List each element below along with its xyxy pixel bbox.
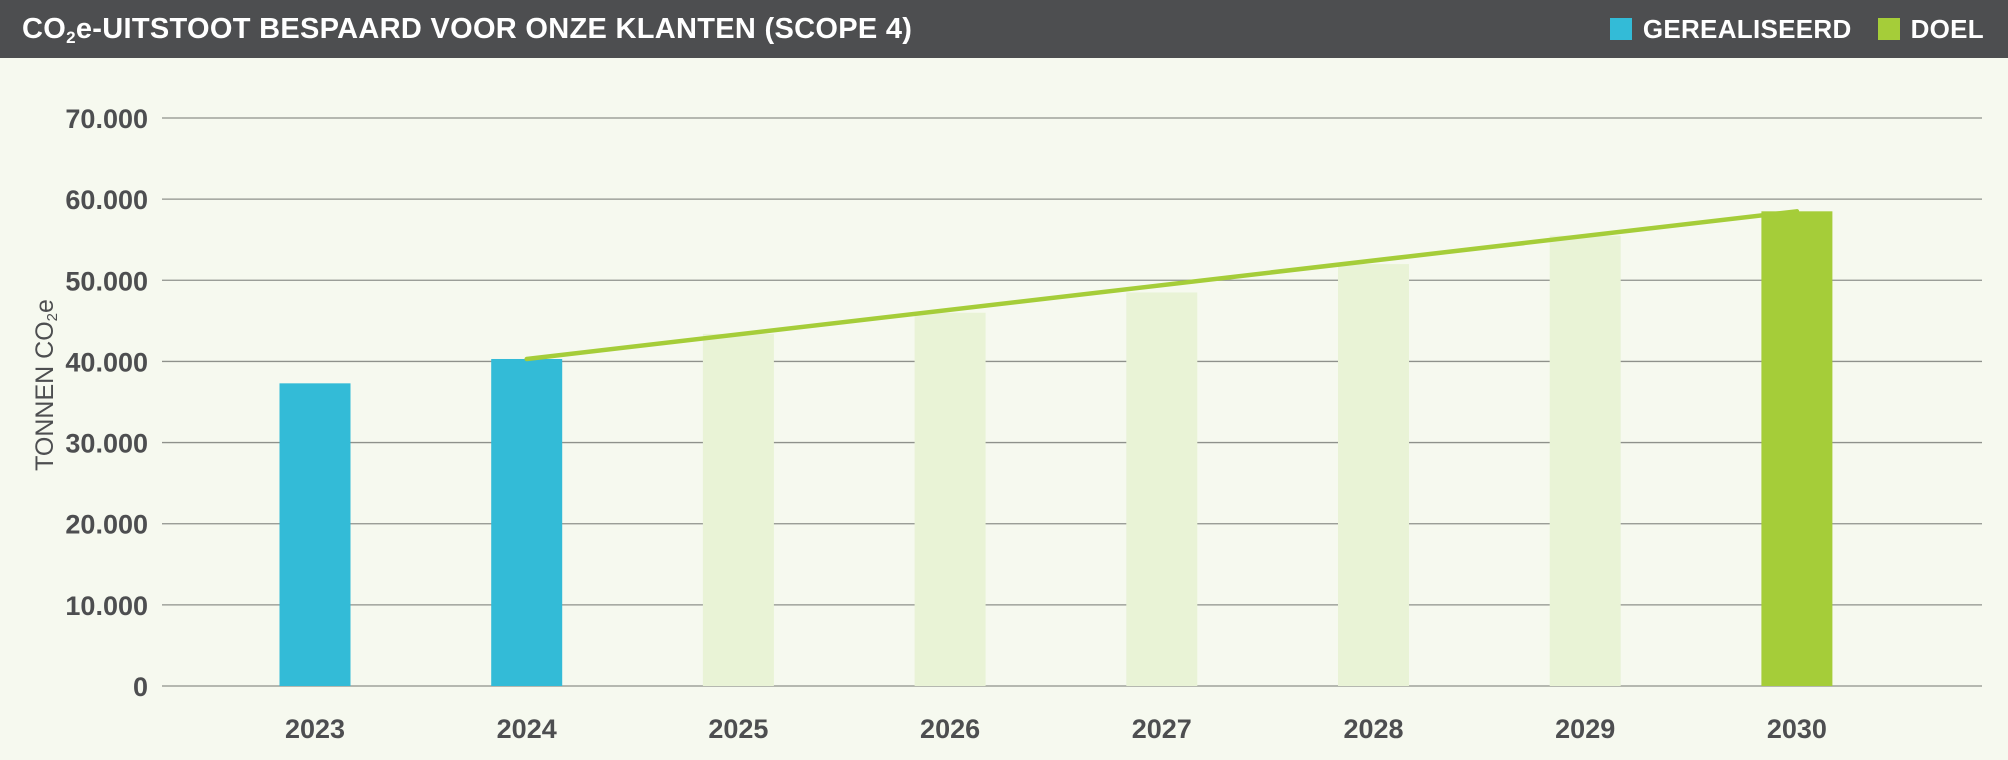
legend-swatch-doel bbox=[1877, 18, 1900, 40]
bar-projection bbox=[1126, 292, 1198, 686]
y-tick-label: 0 bbox=[133, 672, 148, 702]
y-axis-label-suffix: e bbox=[31, 299, 59, 313]
title-prefix: CO bbox=[22, 13, 67, 45]
bar-projection bbox=[1549, 235, 1621, 686]
x-tick-label: 2030 bbox=[1767, 714, 1827, 744]
bar-doel bbox=[1761, 211, 1833, 687]
title-suffix: e-UITSTOOT BESPAARD VOOR ONZE KLANTEN (S… bbox=[75, 13, 913, 45]
y-axis-label-prefix: TONNEN CO bbox=[31, 321, 59, 471]
y-axis-label-subscript: 2 bbox=[44, 313, 61, 322]
x-tick-label: 2028 bbox=[1343, 714, 1403, 744]
y-tick-label: 60.000 bbox=[65, 185, 148, 215]
x-tick-label: 2027 bbox=[1132, 714, 1192, 744]
bar-gerealiseerd bbox=[279, 383, 351, 686]
x-tick-label: 2023 bbox=[285, 714, 345, 744]
chart-header: CO2e-UITSTOOT BESPAARD VOOR ONZE KLANTEN… bbox=[0, 0, 2008, 58]
bar-projection bbox=[702, 333, 774, 686]
y-tick-label: 50.000 bbox=[65, 266, 148, 296]
bar-gerealiseerd bbox=[491, 358, 563, 686]
chart-title: CO2e-UITSTOOT BESPAARD VOOR ONZE KLANTEN… bbox=[22, 0, 912, 58]
y-axis-label: TONNEN CO2e bbox=[31, 299, 61, 471]
y-tick-label: 10.000 bbox=[65, 591, 148, 621]
legend-item-doel: DOEL bbox=[1877, 13, 1984, 45]
legend-item-gerealiseerd: GEREALISEERD bbox=[1609, 13, 1852, 45]
title-subscript: 2 bbox=[66, 28, 76, 47]
legend-label-gerealiseerd: GEREALISEERD bbox=[1642, 13, 1852, 44]
y-tick-label: 30.000 bbox=[65, 429, 148, 459]
bar-projection bbox=[1338, 264, 1409, 686]
x-tick-label: 2024 bbox=[497, 714, 557, 744]
target-trend-line bbox=[524, 209, 1800, 362]
x-tick-label: 2029 bbox=[1555, 714, 1615, 744]
x-tick-label: 2025 bbox=[708, 714, 768, 744]
y-tick-label: 70.000 bbox=[65, 104, 148, 134]
y-tick-label: 20.000 bbox=[65, 510, 148, 540]
chart-legend: GEREALISEERD DOEL bbox=[1609, 0, 1984, 58]
y-tick-label: 40.000 bbox=[65, 347, 148, 377]
x-tick-label: 2026 bbox=[920, 714, 980, 744]
legend-label-doel: DOEL bbox=[1910, 13, 1984, 44]
bar-projection bbox=[914, 312, 986, 686]
legend-swatch-gerealiseerd bbox=[1609, 18, 1632, 40]
